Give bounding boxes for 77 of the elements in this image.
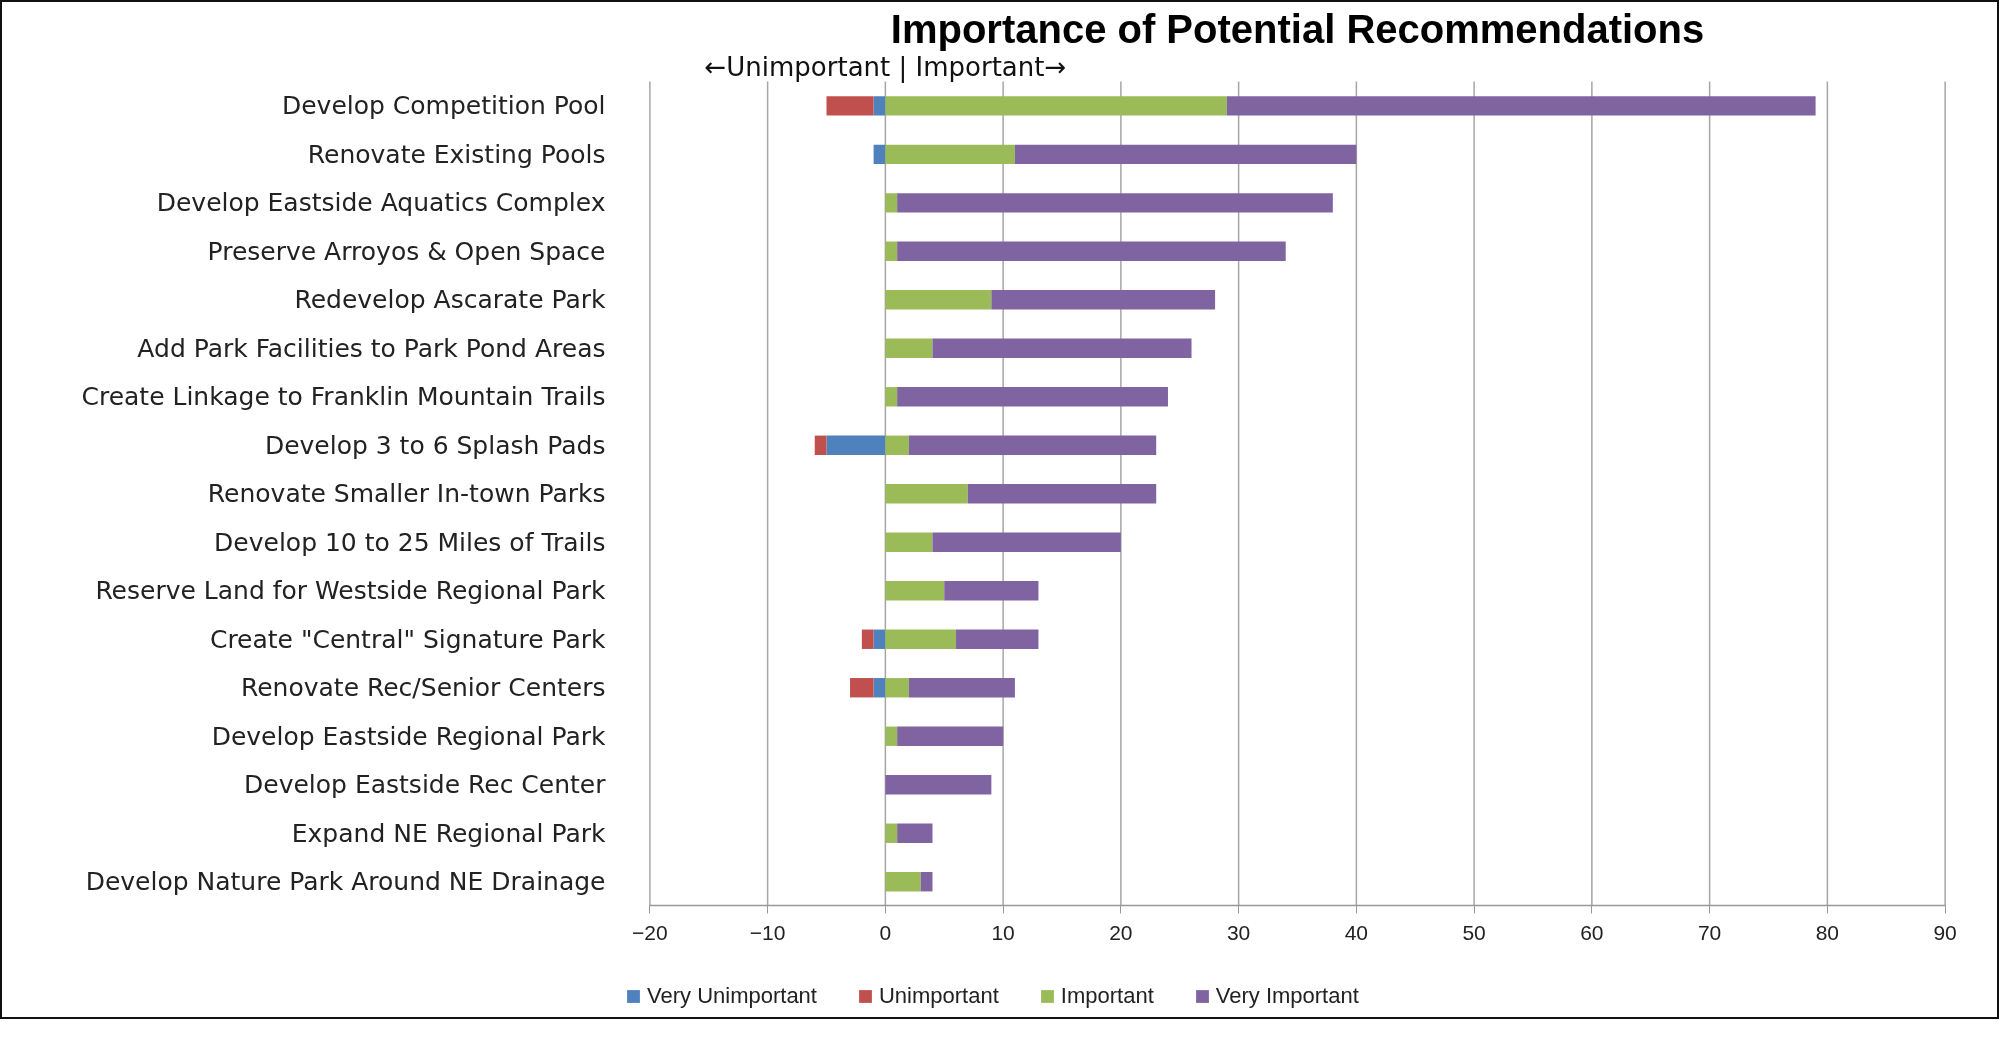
x-tick-label: 0 (879, 920, 892, 944)
x-tick-label: 70 (1697, 920, 1722, 944)
x-tick-label: 10 (991, 920, 1015, 944)
x-tick-label: 50 (1462, 920, 1486, 944)
x-tick-label: 20 (1109, 920, 1133, 944)
bar (885, 144, 1015, 165)
y-tick-label: Renovate Rec/Senior Centers (240, 673, 606, 703)
legend-label: Very Important (1215, 983, 1359, 1009)
bar (944, 581, 1039, 601)
bar (897, 726, 1004, 746)
bar (873, 678, 886, 698)
bar (885, 775, 992, 795)
bar (967, 484, 1157, 504)
bar (826, 96, 874, 116)
bar (885, 435, 909, 455)
x-tick-label: 40 (1344, 920, 1369, 944)
y-tick-label: Develop Nature Park Around NE Drainage (85, 867, 606, 897)
bar (885, 532, 933, 552)
x-tick-label: 30 (1226, 920, 1251, 944)
bar (885, 241, 898, 262)
y-tick-label: Redevelop Ascarate Park (294, 285, 607, 315)
bar (1226, 96, 1816, 116)
bar (897, 193, 1333, 213)
y-tick-label: Renovate Existing Pools (307, 139, 606, 169)
y-tick-label: Develop Eastside Aquatics Complex (156, 188, 606, 218)
bar (885, 484, 968, 504)
bar (897, 241, 1286, 262)
bar (1014, 144, 1357, 165)
bar (932, 338, 1192, 358)
x-tick-label: 80 (1815, 920, 1840, 944)
y-tick-label: Develop Eastside Rec Center (244, 770, 607, 800)
bar (885, 872, 921, 892)
x-tick-label: 90 (1933, 920, 1957, 944)
y-tick-label: Expand NE Regional Park (291, 818, 607, 848)
bar (897, 387, 1168, 407)
bar (873, 629, 886, 649)
bar (885, 193, 898, 213)
y-tick-label: Preserve Arroyos & Open Space (207, 236, 606, 266)
bar (885, 96, 1227, 116)
y-tick-label: Develop 3 to 6 Splash Pads (264, 430, 606, 460)
bar (885, 629, 957, 649)
bar (885, 678, 909, 698)
bar (873, 96, 886, 116)
bar (885, 726, 898, 746)
y-tick-label: Add Park Facilities to Park Pond Areas (137, 333, 606, 363)
bar (991, 290, 1216, 310)
y-tick-label: Create Linkage to Franklin Mountain Trails (81, 382, 606, 412)
bar (885, 823, 898, 843)
bar (826, 435, 886, 455)
bar (814, 435, 827, 455)
bar (908, 435, 1157, 455)
x-tick-label: −20 (632, 920, 668, 944)
y-tick-label: Renovate Smaller In-town Parks (207, 479, 606, 509)
y-tick-label: Reserve Land for Westside Regional Park (95, 576, 607, 606)
annotation: ←Unimportant | Important→ (704, 52, 1067, 84)
bar (956, 629, 1039, 649)
bar (850, 678, 874, 698)
bar (897, 823, 933, 843)
y-tick-label: Develop Eastside Regional Park (211, 721, 607, 751)
chart-title: Importance of Potential Recommendations (890, 6, 1705, 51)
y-tick-label: Develop 10 to 25 Miles of Trails (214, 527, 606, 557)
x-tick-label: −10 (749, 920, 786, 944)
legend-label: Very Unimportant (647, 983, 817, 1009)
bar (908, 678, 1015, 698)
legend-label: Unimportant (878, 983, 999, 1009)
bar (885, 387, 898, 407)
bar (920, 872, 933, 892)
x-tick-label: 60 (1580, 920, 1604, 944)
bar (873, 144, 886, 165)
bar (932, 532, 1121, 552)
legend-label: Important (1060, 983, 1154, 1009)
bar (885, 338, 933, 358)
y-tick-label: Create "Central" Signature Park (209, 624, 607, 654)
bar (885, 581, 945, 601)
y-tick-label: Develop Competition Pool (281, 91, 606, 121)
bar (861, 629, 874, 649)
bar (885, 290, 992, 310)
